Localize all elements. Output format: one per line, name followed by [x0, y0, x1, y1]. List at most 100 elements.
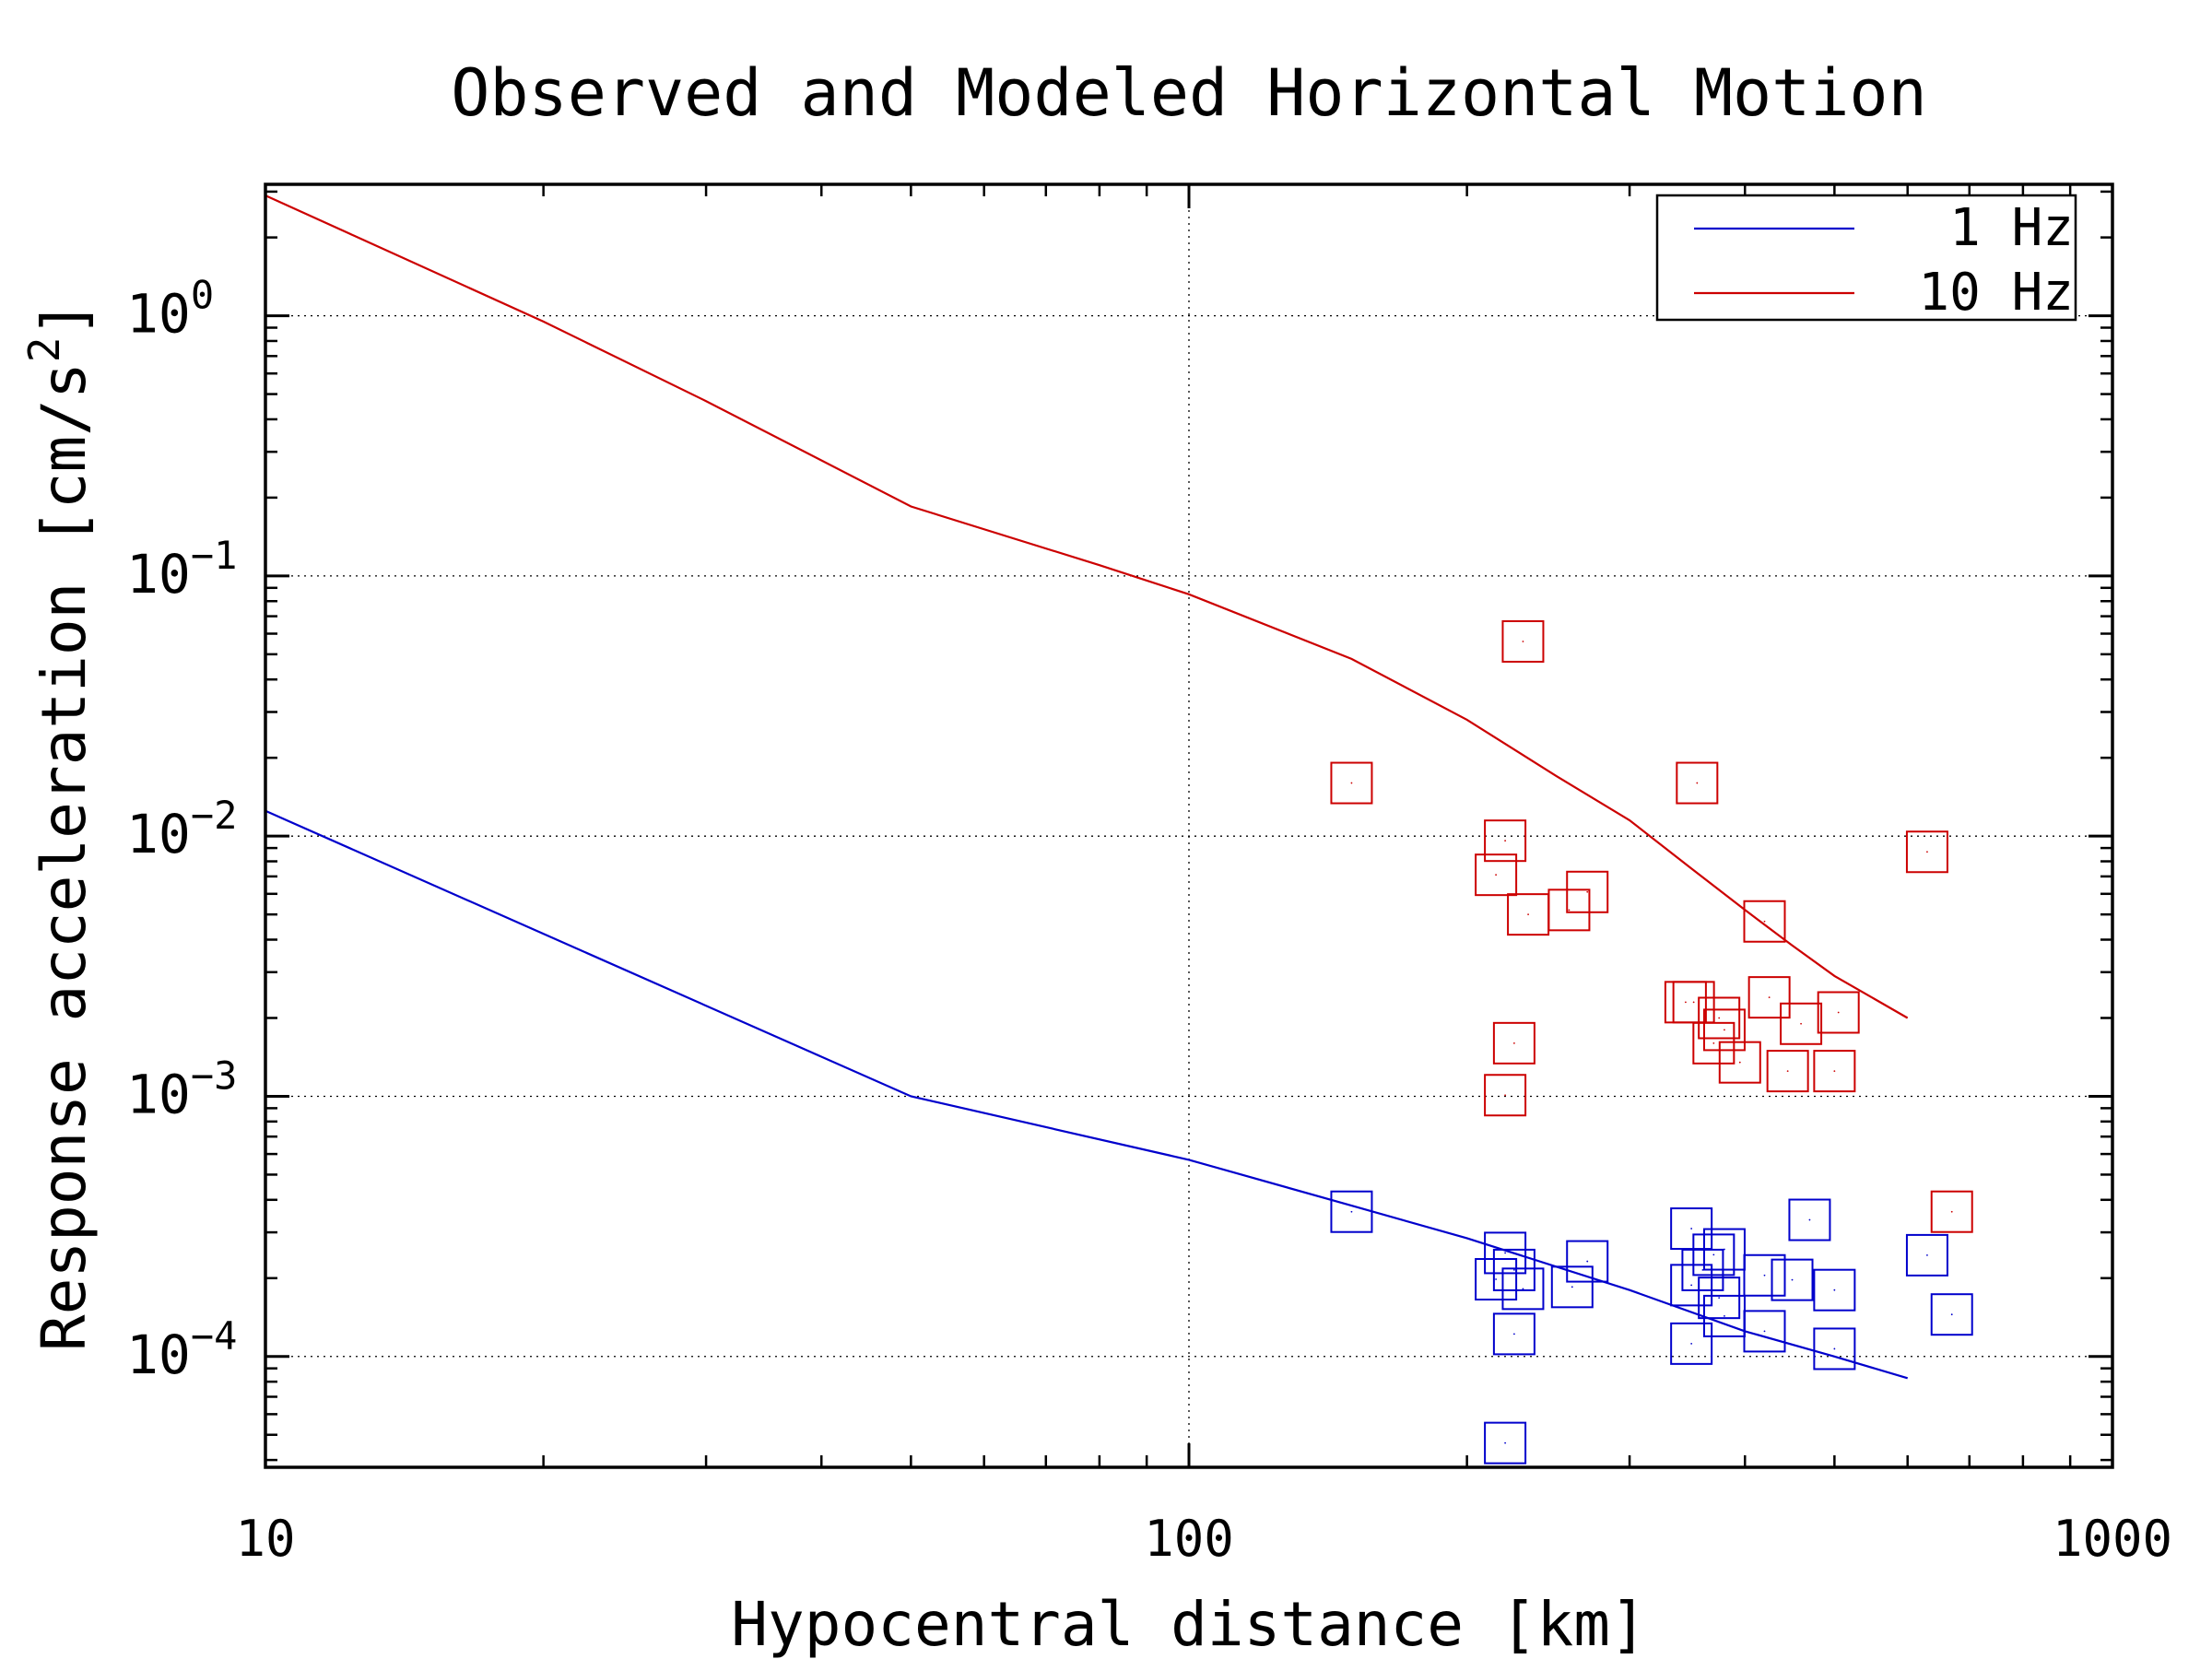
observed-point: [1501, 1267, 1545, 1311]
series-0: [265, 809, 1973, 1465]
observed-point: [1743, 1310, 1786, 1353]
observed-point-center: [1718, 1017, 1721, 1019]
observed-point: [1492, 1312, 1535, 1356]
observed-point-center: [1512, 1333, 1515, 1335]
observed-point: [1484, 1231, 1527, 1275]
y-tick-label-exponent: 0: [191, 273, 214, 318]
y-tick-label: 10−2: [126, 793, 237, 865]
observed-point: [1905, 830, 1948, 874]
legend-box: [1655, 194, 2077, 322]
observed-point: [1475, 853, 1518, 897]
observed-point: [1930, 1190, 1973, 1233]
observed-point: [1484, 819, 1527, 863]
x-tick-label: 100: [1144, 1510, 1234, 1568]
model-line-1: [265, 194, 1909, 1019]
y-tick-label-base: 10: [126, 543, 191, 606]
observed-point: [1484, 1421, 1527, 1465]
legend-label-0: 1 Hz: [1949, 198, 2074, 258]
x-axis-label: Hypocentral distance [km]: [731, 1589, 1646, 1659]
chart-title: Observed and Modeled Horizontal Motion: [451, 55, 1926, 131]
observed-point-center: [1350, 1210, 1353, 1213]
y-axis-label-end: ]: [29, 300, 100, 337]
y-axis-label-main: Response acceleration [cm/s: [29, 362, 100, 1351]
observed-point: [1484, 1074, 1527, 1117]
observed-point: [1566, 1240, 1609, 1283]
observed-point-center: [1504, 840, 1507, 842]
observed-point-center: [1701, 1269, 1704, 1271]
x-tick-label: 10: [235, 1510, 295, 1568]
observed-point: [1566, 870, 1609, 913]
observed-point: [1905, 1233, 1948, 1277]
observed-point-center: [1512, 1041, 1515, 1044]
observed-point: [1676, 761, 1719, 805]
observed-point-center: [1763, 1330, 1766, 1333]
observed-point-center: [1690, 1228, 1693, 1230]
observed-point-center: [1833, 1288, 1836, 1291]
observed-point: [1492, 1021, 1535, 1065]
observed-point-center: [1504, 1094, 1507, 1097]
observed-point: [1681, 1248, 1724, 1291]
y-tick-label-exponent: −2: [191, 793, 238, 838]
observed-point-center: [1712, 1041, 1715, 1044]
observed-point: [1771, 1258, 1814, 1301]
observed-point-center: [1926, 1253, 1928, 1256]
y-tick-label: 10−4: [126, 1313, 237, 1386]
observed-point-center: [1504, 1441, 1507, 1444]
grid: [265, 184, 2112, 1467]
observed-point-center: [1950, 1210, 1953, 1213]
observed-point: [1330, 761, 1373, 805]
observed-point-center: [1696, 782, 1699, 784]
observed-point: [1702, 1008, 1746, 1052]
observed-point: [1817, 991, 1860, 1034]
x-tick-label: 1000: [2053, 1510, 2172, 1568]
observed-point-center: [1833, 1070, 1836, 1073]
observed-point-center: [1800, 1022, 1802, 1025]
observed-point: [1330, 1190, 1373, 1233]
observed-point-center: [1690, 1284, 1693, 1287]
y-tick-label: 100: [126, 273, 214, 346]
observed-point: [1718, 1041, 1761, 1084]
observed-point-center: [1926, 851, 1928, 853]
observed-point-center: [1495, 874, 1498, 877]
observed-point-center: [1512, 1269, 1515, 1271]
observed-point: [1780, 1002, 1823, 1045]
observed-point: [1692, 1021, 1735, 1065]
observed-point-center: [1808, 1218, 1811, 1221]
observed-point-center: [1495, 1278, 1498, 1280]
observed-point: [1766, 1050, 1809, 1093]
observed-point-center: [1786, 1070, 1789, 1073]
observed-point: [1692, 1233, 1735, 1277]
y-tick-label-exponent: −4: [191, 1313, 238, 1359]
y-tick-label-base: 10: [126, 1324, 191, 1386]
observed-point-center: [1504, 1252, 1507, 1254]
observed-point-center: [1522, 641, 1524, 642]
observed-point: [1813, 1327, 1856, 1371]
y-tick-label: 10−3: [126, 1053, 237, 1125]
observed-point-center: [1724, 1029, 1725, 1031]
observed-point-center: [1763, 920, 1766, 923]
observed-point-center: [1527, 913, 1529, 916]
observed-point-center: [1692, 1001, 1695, 1004]
y-tick-label-base: 10: [126, 803, 191, 865]
observed-point: [1747, 976, 1791, 1019]
y-axis-label-superscript: 2: [19, 337, 69, 363]
y-tick-label-base: 10: [126, 1063, 191, 1125]
observed-point-center: [1568, 909, 1571, 912]
series-layer: [265, 194, 1973, 1465]
observed-point: [1743, 1253, 1786, 1297]
observed-point: [1501, 619, 1545, 663]
legend-label-1: 10 Hz: [1918, 263, 2074, 323]
y-axis-label: Response acceleration [cm/s2]: [19, 300, 100, 1351]
observed-point: [1698, 1277, 1741, 1320]
series-1: [265, 194, 1973, 1233]
observed-point-center: [1950, 1313, 1953, 1316]
observed-point-center: [1724, 1248, 1725, 1251]
observed-point-center: [1718, 1297, 1721, 1300]
observed-point-center: [1763, 1274, 1766, 1277]
observed-point: [1547, 888, 1591, 932]
observed-point-center: [1684, 1001, 1687, 1004]
y-tick-label: 10−1: [126, 533, 237, 606]
observed-point-center: [1522, 1288, 1524, 1290]
